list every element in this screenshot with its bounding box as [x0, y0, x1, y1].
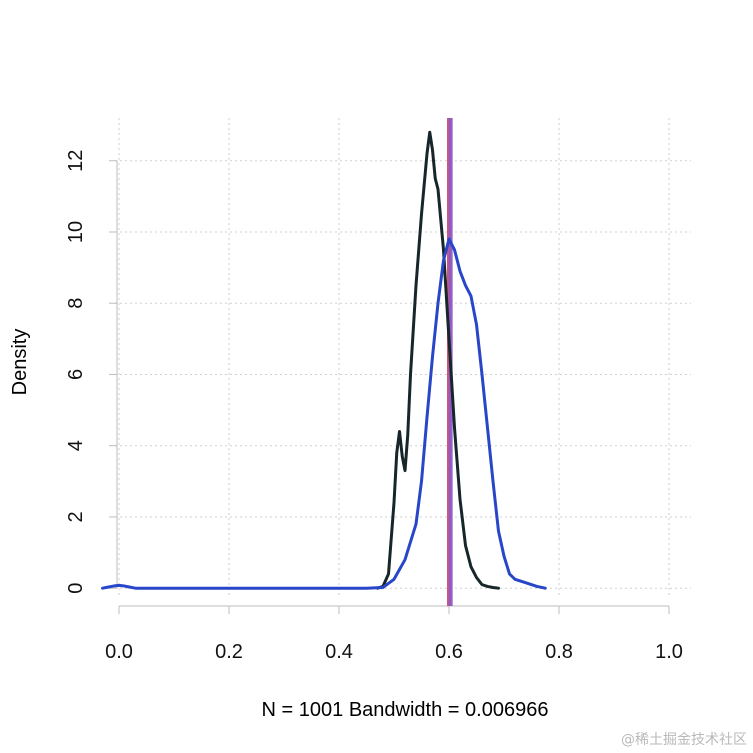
tick-labels: 0.0 0.2 0.4 0.6 0.8 1.0 0 2 4 6 8 10 12 [65, 150, 683, 663]
y-tick-label: 6 [65, 369, 87, 380]
y-tick-label: 0 [65, 583, 87, 594]
y-tick-label: 10 [65, 221, 87, 243]
y-tick-label: 2 [65, 511, 87, 522]
y-tick-label: 4 [65, 440, 87, 451]
x-tick-label: 0.4 [325, 641, 353, 663]
x-tick-label: 1.0 [655, 641, 683, 663]
grid-lines [115, 118, 691, 596]
y-axis-title: Density [9, 329, 31, 396]
density-curve-2 [101, 237, 547, 590]
x-tick-label: 0.6 [435, 641, 463, 663]
density-curves [101, 130, 547, 590]
x-axis-title: N = 1001 Bandwidth = 0.006966 [262, 699, 549, 721]
watermark-text: @稀土掘金技术社区 [621, 732, 747, 748]
y-tick-label: 8 [65, 298, 87, 309]
x-tick-label: 0.0 [105, 641, 133, 663]
axes [109, 160, 670, 614]
y-tick-label: 12 [65, 150, 87, 172]
density-curve-1 [376, 130, 500, 590]
x-tick-label: 0.2 [215, 641, 243, 663]
x-tick-label: 0.8 [545, 641, 573, 663]
